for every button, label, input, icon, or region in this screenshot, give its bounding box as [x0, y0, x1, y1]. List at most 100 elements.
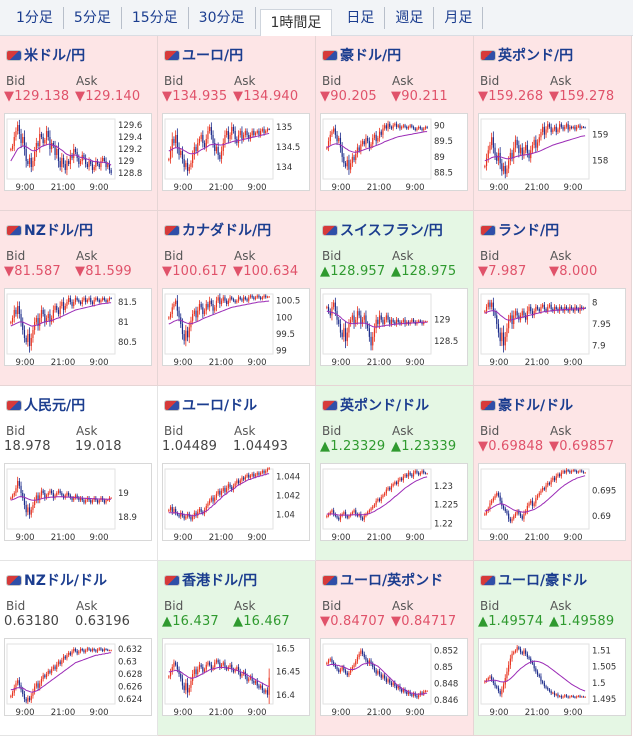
rate-card[interactable]: スイスフラン/円 Bid Ask ▲128.957 ▲128.975 129 128.5 9:… [316, 211, 474, 386]
pair-title[interactable]: ユーロ/ドル [164, 396, 257, 414]
tab-6[interactable]: 週足 [385, 6, 435, 29]
candle-body [180, 512, 182, 517]
pair-name[interactable]: ユーロ/円 [182, 48, 244, 64]
pair-title[interactable]: 英ポンド/円 [480, 46, 573, 64]
y-tick-label: 0.695 [592, 487, 616, 497]
pair-name[interactable]: カナダドル/円 [182, 223, 272, 239]
bid-value: ▲1.23329 [320, 439, 386, 454]
candle-body [198, 139, 201, 143]
price-chart[interactable]: 159 158 9:00 21:00 9:00 [478, 113, 626, 191]
rate-card[interactable]: 豪ドル/円 Bid Ask ▼90.205 ▼90.211 90 89.5 89 88.5 9:0… [316, 36, 474, 211]
pair-name[interactable]: ユーロ/ドル [182, 398, 258, 414]
rate-card[interactable]: NZドル/円 Bid Ask ▼81.587 ▼81.599 81.5 81 80.5 9:00… [0, 211, 158, 386]
pair-title[interactable]: ユーロ/円 [164, 46, 243, 64]
price-chart[interactable]: 0.632 0.63 0.628 0.626 0.624 9:00 21:00 9:00 [4, 638, 152, 716]
candle-body [418, 126, 420, 129]
price-chart[interactable]: 8 7.95 7.9 9:00 21:00 9:00 [478, 288, 626, 366]
pair-name[interactable]: NZドル/ドル [24, 573, 107, 589]
candle-body [229, 297, 231, 301]
pair-title[interactable]: ユーロ/英ポンド [322, 571, 443, 589]
pair-title[interactable]: 香港ドル/円 [164, 571, 257, 589]
tab-1[interactable]: 5分足 [64, 6, 122, 29]
rate-card[interactable]: ユーロ/英ポンド Bid Ask ▼0.84707 ▼0.84717 0.852 0.85 0… [316, 561, 474, 736]
pair-title[interactable]: ランド/円 [480, 221, 559, 239]
rate-card[interactable]: 英ポンド/円 Bid Ask ▼159.268 ▼159.278 159 158 9:00 21… [474, 36, 632, 211]
price-chart[interactable]: 1.23 1.225 1.22 9:00 21:00 9:00 [320, 463, 468, 541]
candle-body [582, 471, 585, 473]
pair-name[interactable]: 英ポンド/ドル [340, 398, 430, 414]
pair-name[interactable]: 豪ドル/ドル [498, 398, 574, 414]
pair-title[interactable]: NZドル/ドル [6, 571, 107, 589]
pair-name[interactable]: 人民元/円 [24, 398, 86, 414]
pair-title[interactable]: 豪ドル/ドル [480, 396, 573, 414]
price-chart[interactable]: 0.695 0.69 9:00 21:00 9:00 [478, 463, 626, 541]
rate-card[interactable]: 人民元/円 Bid Ask 18.978 19.018 19 18.9 9:00 21:00 9:… [0, 386, 158, 561]
rate-card[interactable]: カナダドル/円 Bid Ask ▼100.617 ▼100.634 100.5 100 99.… [158, 211, 316, 386]
candle-body [514, 311, 517, 316]
candle-body [565, 124, 568, 127]
price-chart[interactable]: 135 134.5 134 9:00 21:00 9:00 [162, 113, 310, 191]
rate-card[interactable]: 香港ドル/円 Bid Ask ▲16.437 ▲16.467 16.5 16.45 16.4 9… [158, 561, 316, 736]
rate-card[interactable]: ユーロ/円 Bid Ask ▼134.935 ▼134.940 135 134.5 134 9:… [158, 36, 316, 211]
tab-3[interactable]: 30分足 [189, 6, 256, 29]
pair-title[interactable]: ユーロ/豪ドル [480, 571, 587, 589]
rate-card[interactable]: ランド/円 Bid Ask ▼7.987 ▼8.000 8 7.95 7.9 9:00 21:00… [474, 211, 632, 386]
price-chart[interactable]: 100.5 100 99.5 99 9:00 21:00 9:00 [162, 288, 310, 366]
price-chart[interactable]: 129 128.5 9:00 21:00 9:00 [320, 288, 468, 366]
candle-body [576, 696, 578, 698]
pair-title[interactable]: 人民元/円 [6, 396, 85, 414]
pair-title[interactable]: 豪ドル/円 [322, 46, 401, 64]
candle-body [81, 155, 83, 161]
rate-card[interactable]: ユーロ/豪ドル Bid Ask ▲1.49574 ▲1.49589 1.51 1.505 1.… [474, 561, 632, 736]
candle-body [502, 165, 505, 172]
candle-body [584, 307, 586, 309]
pair-title[interactable]: カナダドル/円 [164, 221, 271, 239]
tab-5[interactable]: 日足 [336, 6, 386, 29]
tab-4[interactable]: 1時間足 [259, 8, 333, 36]
candle-body [574, 696, 576, 698]
pair-name[interactable]: スイスフラン/円 [340, 223, 443, 239]
pair-name[interactable]: ユーロ/豪ドル [498, 573, 588, 589]
candle-body [93, 649, 95, 651]
rate-card[interactable]: 英ポンド/ドル Bid Ask ▲1.23329 ▲1.23339 1.23 1.225 1.… [316, 386, 474, 561]
price-chart[interactable]: 0.852 0.85 0.848 0.846 9:00 21:00 9:00 [320, 638, 468, 716]
rate-card[interactable]: NZドル/ドル Bid Ask 0.63180 0.63196 0.632 0.63 0.62… [0, 561, 158, 736]
price-chart[interactable]: 19 18.9 9:00 21:00 9:00 [4, 463, 152, 541]
pair-name[interactable]: ランド/円 [498, 223, 560, 239]
price-chart[interactable]: 81.5 81 80.5 9:00 21:00 9:00 [4, 288, 152, 366]
price-chart[interactable]: 1.044 1.042 1.04 9:00 21:00 9:00 [162, 463, 310, 541]
candle-body [42, 490, 44, 493]
tab-2[interactable]: 15分足 [122, 6, 189, 29]
candle-body [52, 666, 54, 669]
rate-card[interactable]: 米ドル/円 Bid Ask ▼129.138 ▼129.140 129.6 129.4 129… [0, 36, 158, 211]
pair-name[interactable]: NZドル/円 [24, 223, 93, 239]
pair-title[interactable]: 英ポンド/ドル [322, 396, 429, 414]
pair-name[interactable]: 米ドル/円 [24, 48, 86, 64]
candle-body [10, 149, 12, 151]
candle-body [526, 653, 528, 657]
pair-title[interactable]: スイスフラン/円 [322, 221, 443, 239]
candle-body [535, 668, 537, 672]
candle-body [574, 470, 576, 472]
price-chart[interactable]: 16.5 16.45 16.4 9:00 21:00 9:00 [162, 638, 310, 716]
price-chart[interactable]: 1.51 1.505 1.5 1.495 9:00 21:00 9:00 [478, 638, 626, 716]
pair-name[interactable]: 英ポンド/円 [498, 48, 574, 64]
candle-body [253, 680, 255, 684]
price-chart[interactable]: 90 89.5 89 88.5 9:00 21:00 9:00 [320, 113, 468, 191]
pair-name[interactable]: 香港ドル/円 [182, 573, 258, 589]
candle-body [519, 147, 522, 153]
tab-7[interactable]: 月足 [434, 6, 484, 29]
candle-body [557, 474, 559, 477]
candle-body [209, 300, 211, 308]
rate-card[interactable]: 豪ドル/ドル Bid Ask ▼0.69848 ▼0.69857 0.695 0.69 9:0… [474, 386, 632, 561]
pair-title[interactable]: 米ドル/円 [6, 46, 85, 64]
tab-0[interactable]: 1分足 [6, 6, 64, 29]
rate-card[interactable]: ユーロ/ドル Bid Ask 1.04489 1.04493 1.044 1.042 1.04… [158, 386, 316, 561]
pair-title[interactable]: NZドル/円 [6, 221, 93, 239]
candle-body [215, 300, 218, 308]
pair-name[interactable]: ユーロ/英ポンド [340, 573, 444, 589]
candle-body [326, 662, 328, 665]
pair-name[interactable]: 豪ドル/円 [340, 48, 402, 64]
candle-body [203, 669, 206, 672]
price-chart[interactable]: 129.6 129.4 129.2 129 128.8 9:00 21:00 9:00 [4, 113, 152, 191]
